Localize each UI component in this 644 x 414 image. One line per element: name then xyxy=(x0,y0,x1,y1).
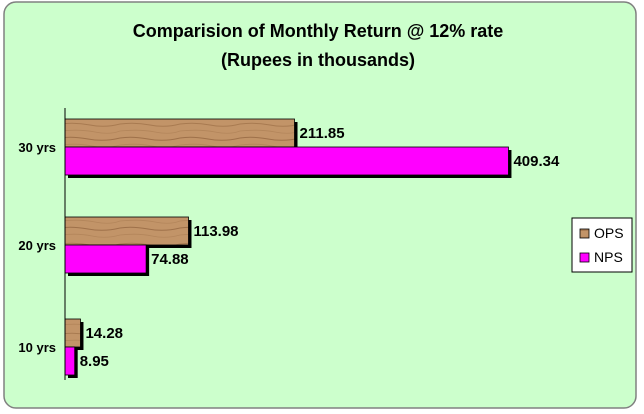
legend-label-ops: OPS xyxy=(594,225,624,241)
chart-area xyxy=(3,1,637,409)
chart-subtitle: (Rupees in thousands) xyxy=(221,50,415,70)
bar-nps xyxy=(64,346,76,376)
data-label: 74.88 xyxy=(151,251,189,268)
bar-ops xyxy=(64,118,295,148)
chart-title: Comparision of Monthly Return @ 12% rate xyxy=(133,21,504,41)
legend-label-nps: NPS xyxy=(594,249,623,265)
data-label: 409.34 xyxy=(513,153,560,170)
category-label: 10 yrs xyxy=(18,340,56,355)
legend-swatch-nps xyxy=(579,252,590,263)
data-label: 113.98 xyxy=(193,223,238,240)
bar-ops xyxy=(64,216,189,246)
bars-layer xyxy=(64,118,512,378)
legend-box xyxy=(571,217,633,273)
category-label: 20 yrs xyxy=(18,238,56,253)
legend-swatch-ops xyxy=(579,228,590,239)
legend: OPS NPS xyxy=(571,217,633,273)
category-label: 30 yrs xyxy=(18,140,56,155)
bar-nps xyxy=(64,146,509,176)
bar-nps xyxy=(64,244,147,274)
data-label: 8.95 xyxy=(80,353,109,370)
data-label: 14.28 xyxy=(85,325,123,342)
data-label: 211.85 xyxy=(300,125,345,142)
bar-ops xyxy=(64,318,81,348)
